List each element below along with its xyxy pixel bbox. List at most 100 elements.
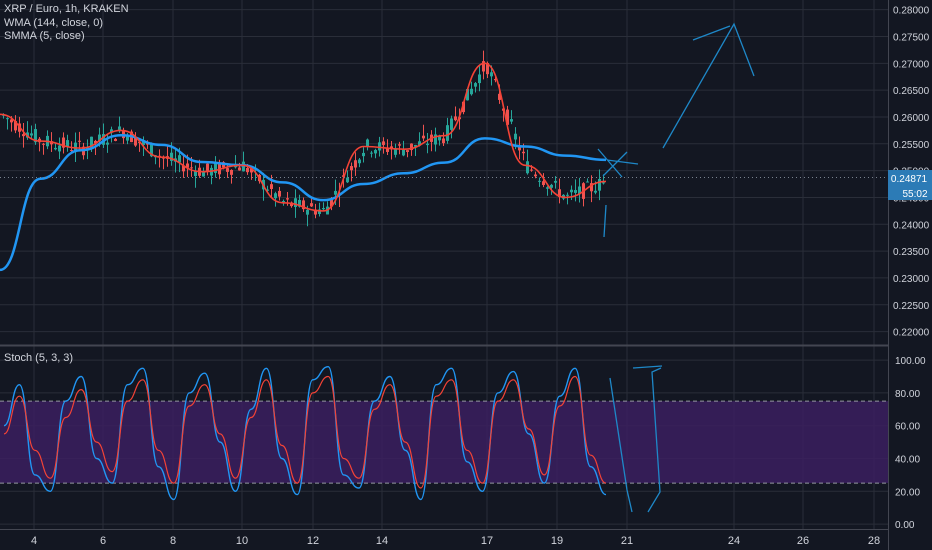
candle-body	[58, 145, 61, 152]
candle-body	[322, 208, 325, 210]
candle-body	[466, 88, 469, 101]
candle-body	[450, 118, 453, 130]
candle-body	[498, 93, 501, 100]
candle-body	[602, 182, 605, 184]
price-tick-label: 0.27000	[893, 59, 930, 70]
candle-body	[410, 143, 413, 151]
candle-body	[358, 159, 361, 164]
stoch-tick-label: 80.00	[895, 389, 920, 400]
stoch-tick-label: 20.00	[895, 487, 920, 498]
candle-body	[206, 163, 209, 171]
candle-body	[578, 186, 581, 195]
candle-body	[246, 168, 249, 173]
candle-body	[570, 189, 573, 193]
drawing-cross	[597, 148, 639, 178]
candle-body	[10, 119, 13, 123]
candle-body	[90, 136, 93, 148]
candle-body	[266, 189, 269, 191]
candle-body	[462, 101, 465, 113]
candle-body	[550, 184, 553, 188]
time-tick-label: 10	[236, 535, 248, 547]
stoch-tick-label: 60.00	[895, 422, 920, 433]
candle-body	[214, 163, 217, 173]
candle-body	[486, 63, 489, 75]
candle-body	[178, 155, 181, 163]
candle-body	[298, 199, 301, 207]
candle-body	[374, 149, 377, 154]
time-tick-label: 19	[551, 535, 563, 547]
candle-body	[170, 152, 173, 161]
candle-body	[78, 140, 81, 142]
candle-body	[6, 118, 9, 120]
stoch-tick-label: 0.00	[895, 520, 915, 531]
candle-body	[98, 134, 101, 142]
wma-legend[interactable]: WMA (144, close, 0)	[4, 17, 104, 29]
symbol-title[interactable]: XRP / Euro, 1h, KRAKEN	[4, 3, 129, 15]
candle-body	[14, 121, 17, 131]
time-tick-label: 6	[100, 535, 106, 547]
candle-body	[474, 83, 477, 87]
price-badge: 0.24871	[891, 174, 928, 185]
price-tick-label: 0.25500	[893, 140, 930, 151]
candle-body	[418, 141, 421, 146]
candle-body	[238, 167, 241, 171]
candle-body	[426, 143, 429, 146]
candle-body	[574, 190, 577, 193]
candle-body	[538, 180, 541, 182]
time-axis-ticks: 4 6 8 10 12 14 17 19 21 24 26 28	[31, 535, 880, 547]
candle-body	[402, 149, 405, 156]
smma-legend[interactable]: SMMA (5, close)	[4, 30, 85, 42]
candle-body	[34, 129, 37, 143]
candle-body	[530, 169, 533, 171]
candle-body	[510, 119, 513, 122]
candle-body	[454, 116, 457, 121]
candle-body	[482, 61, 485, 72]
candle-body	[478, 74, 481, 84]
stoch-tick-label: 40.00	[895, 454, 920, 465]
candle-body	[378, 142, 381, 151]
price-tick-label: 0.28000	[893, 6, 930, 17]
candle-body	[370, 152, 373, 154]
time-tick-label: 8	[170, 535, 176, 547]
candle-body	[134, 136, 137, 146]
candle-body	[534, 174, 537, 177]
price-tick-label: 0.24000	[893, 220, 930, 231]
time-tick-label: 12	[307, 535, 319, 547]
candle-body	[142, 140, 145, 145]
candle-body	[438, 135, 441, 141]
candle-body	[414, 145, 417, 147]
candle-body	[586, 181, 589, 183]
price-tick-label: 0.23000	[893, 274, 930, 285]
time-tick-label: 17	[481, 535, 493, 547]
candle-body	[286, 198, 289, 200]
candle-body	[302, 200, 305, 210]
candle-body	[398, 144, 401, 146]
smma-line	[0, 62, 607, 212]
drawing-price-tick	[603, 204, 607, 238]
candle-body	[226, 168, 229, 172]
stoch-axis-ticks: 100.00 80.00 60.00 40.00 20.00 0.00	[895, 356, 926, 531]
drawing-arrow-up	[662, 22, 755, 149]
candle-body	[282, 200, 285, 202]
candle-body	[330, 198, 333, 207]
candle-body	[362, 152, 365, 157]
candle-body	[230, 169, 233, 175]
time-tick-label: 28	[868, 535, 880, 547]
time-tick-label: 4	[31, 535, 37, 547]
candle-body	[470, 88, 473, 95]
wma-line	[0, 133, 607, 272]
candle-body	[62, 137, 65, 148]
candle-body	[494, 78, 497, 81]
time-tick-label: 14	[376, 535, 388, 547]
stoch-legend[interactable]: Stoch (5, 3, 3)	[4, 352, 74, 364]
candle-body	[406, 150, 409, 152]
candle-body	[346, 177, 349, 183]
candle-body	[314, 209, 317, 215]
candle-body	[490, 72, 493, 77]
candle-body	[250, 168, 253, 173]
countdown-badge: 55:02	[902, 189, 927, 200]
candle-body	[446, 125, 449, 141]
candle-body	[366, 139, 369, 147]
candle-body	[118, 126, 121, 132]
